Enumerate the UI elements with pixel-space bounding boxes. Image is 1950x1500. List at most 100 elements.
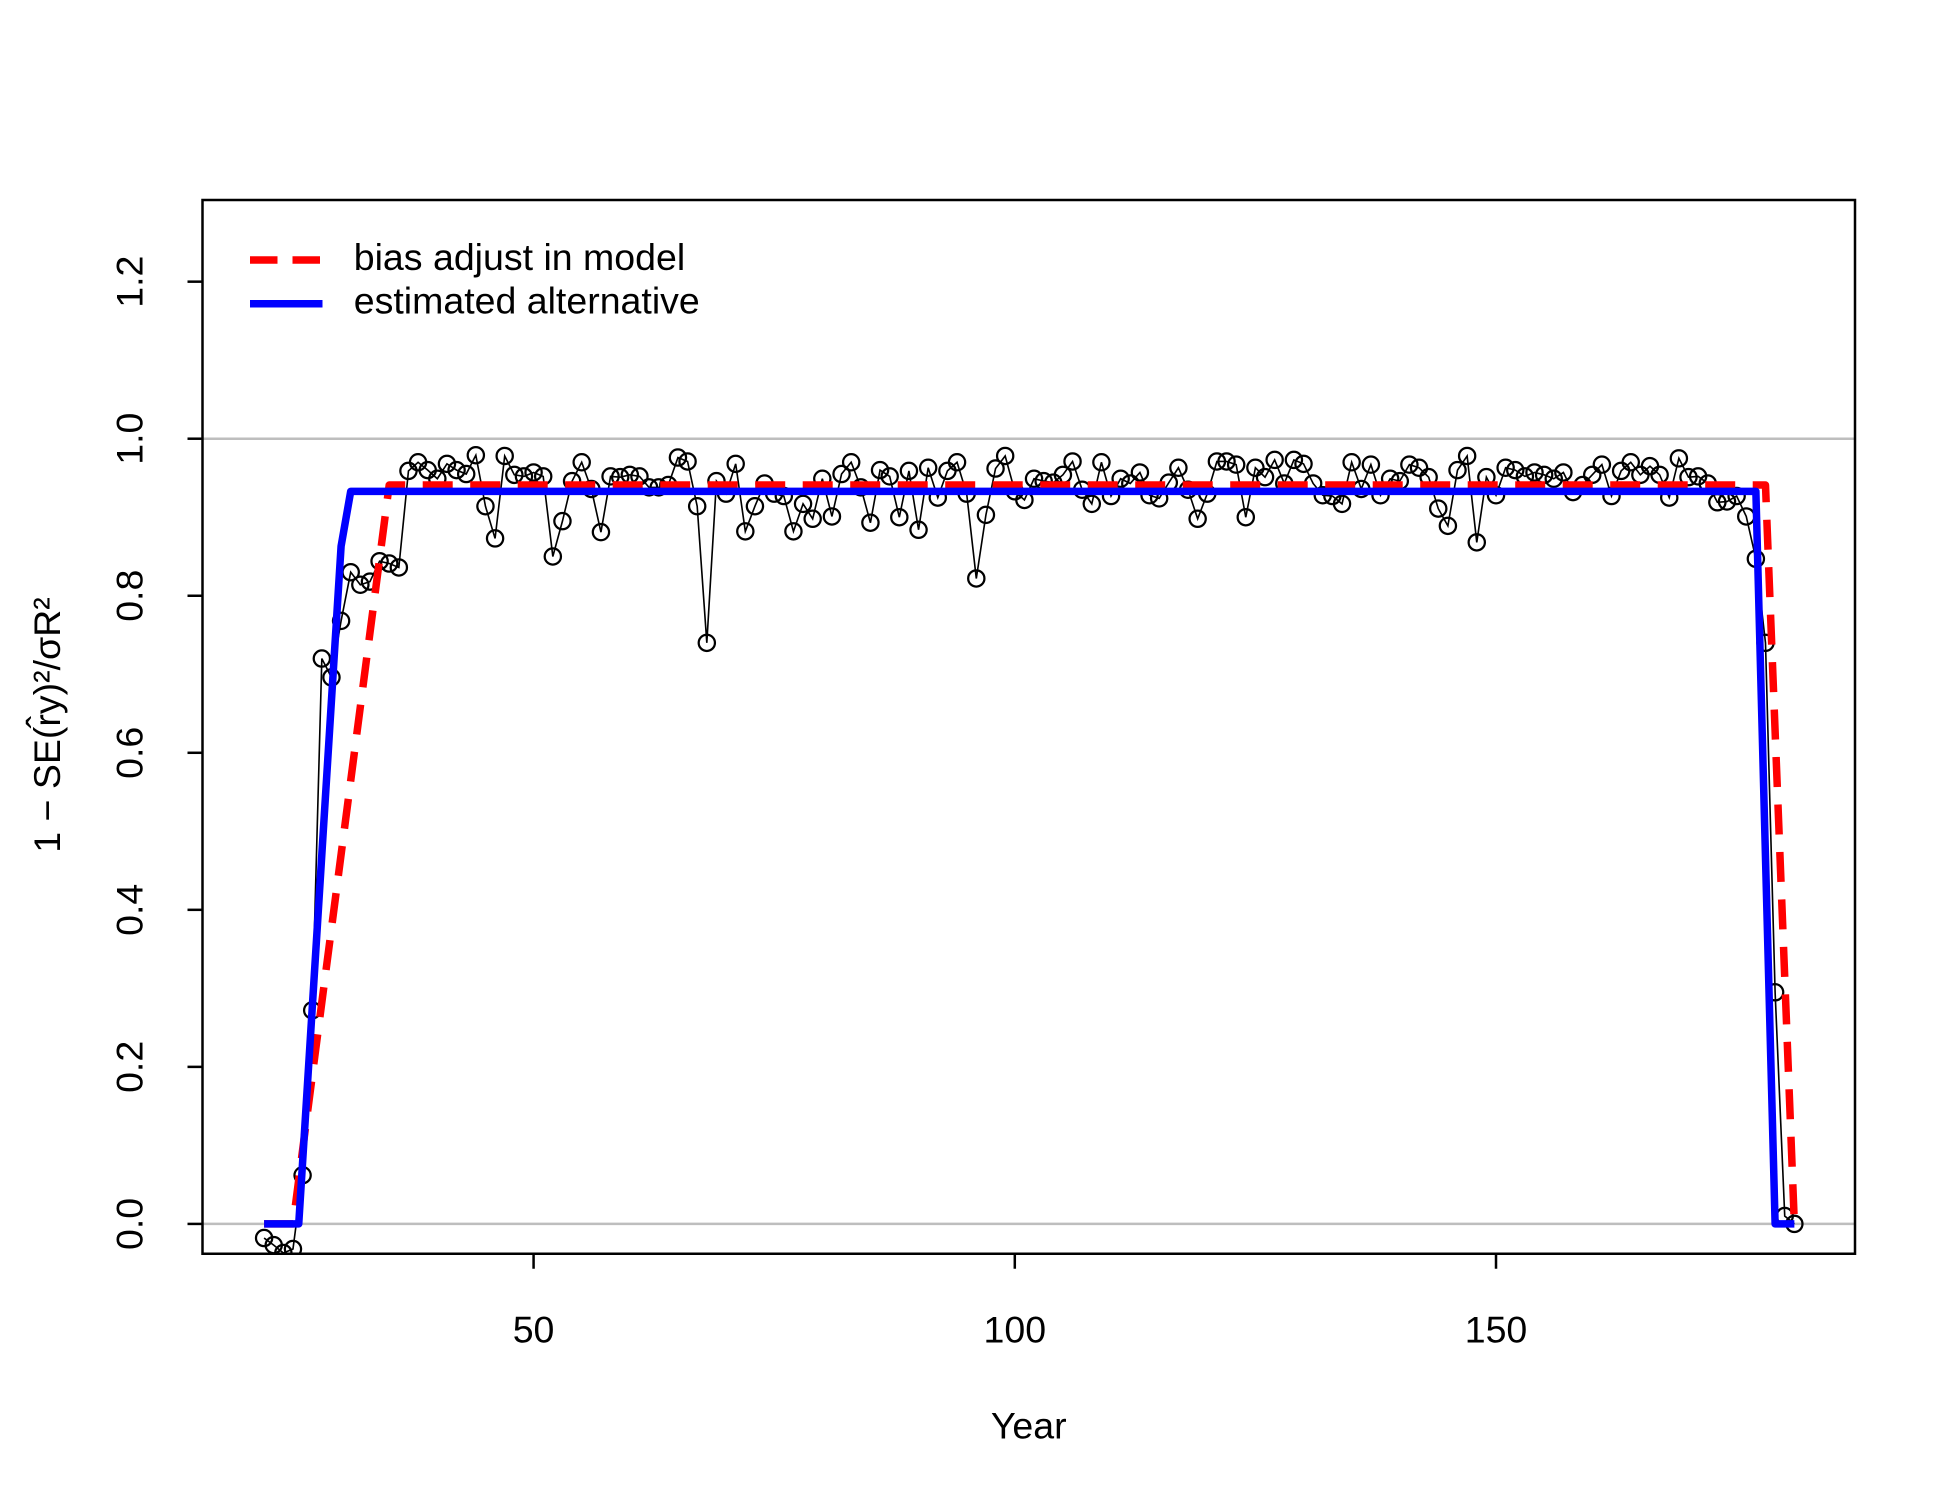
x-tick-label: 100 xyxy=(984,1308,1047,1350)
point xyxy=(918,458,938,478)
x-axis-label: Year xyxy=(991,1405,1067,1447)
point xyxy=(1082,494,1102,514)
point xyxy=(687,496,707,516)
point xyxy=(995,446,1015,466)
point xyxy=(1226,455,1246,474)
point xyxy=(1496,458,1515,478)
y-tick-label: 0.0 xyxy=(108,1198,150,1250)
point xyxy=(678,452,697,471)
point xyxy=(899,461,919,481)
point xyxy=(543,547,563,566)
point xyxy=(1169,458,1188,478)
point xyxy=(1255,467,1275,487)
point xyxy=(986,459,1005,478)
legend-label: estimated alternative xyxy=(354,280,700,322)
point xyxy=(803,509,822,529)
point xyxy=(745,496,765,516)
point xyxy=(1544,469,1564,488)
point xyxy=(447,460,466,480)
point xyxy=(861,513,880,532)
x-tick-label: 150 xyxy=(1465,1308,1528,1350)
point xyxy=(1246,458,1265,478)
point xyxy=(524,463,543,482)
point xyxy=(726,454,745,474)
y-tick-label: 0.8 xyxy=(108,570,150,622)
point xyxy=(456,464,476,484)
point xyxy=(1236,507,1256,527)
point xyxy=(505,465,524,485)
y-tick-label: 0.4 xyxy=(108,884,150,936)
point xyxy=(1024,469,1044,488)
point xyxy=(784,522,803,541)
point xyxy=(495,446,514,466)
point xyxy=(1313,485,1333,505)
point xyxy=(1361,455,1381,474)
y-tick-label: 1.2 xyxy=(108,256,150,308)
point xyxy=(976,505,996,525)
point xyxy=(1650,465,1669,485)
point xyxy=(591,522,611,542)
point xyxy=(822,507,842,526)
point xyxy=(841,453,861,472)
point xyxy=(1621,453,1641,472)
point xyxy=(437,454,457,474)
point xyxy=(1409,458,1429,478)
point xyxy=(1506,460,1525,480)
point xyxy=(389,558,409,577)
point xyxy=(1265,450,1284,470)
point xyxy=(1188,509,1207,529)
point xyxy=(890,507,909,527)
plot-frame xyxy=(201,198,1857,1255)
point xyxy=(832,464,851,484)
series-line xyxy=(264,487,1795,1228)
point xyxy=(668,448,688,467)
point xyxy=(1111,469,1130,488)
point xyxy=(485,529,505,548)
point xyxy=(1063,452,1082,471)
point xyxy=(947,453,967,472)
point xyxy=(1332,494,1352,514)
point xyxy=(1342,453,1361,472)
point xyxy=(1525,463,1544,482)
point xyxy=(1207,452,1227,471)
y-tick-label: 0.6 xyxy=(108,727,150,779)
point xyxy=(736,522,755,541)
point xyxy=(601,467,620,486)
point xyxy=(870,460,890,480)
point xyxy=(1679,467,1698,487)
y-axis-label: 1 − SE(r̂y)²/σR² xyxy=(25,597,68,852)
point xyxy=(1092,453,1111,472)
x-tick-label: 50 xyxy=(513,1308,555,1350)
point xyxy=(1554,463,1573,482)
point xyxy=(909,520,928,540)
plot-area xyxy=(202,437,1855,1254)
point xyxy=(1294,454,1313,474)
point xyxy=(793,494,813,514)
point xyxy=(1438,516,1458,536)
point xyxy=(1217,452,1236,471)
point xyxy=(466,445,486,465)
point xyxy=(967,569,986,588)
y-tick-label: 0.2 xyxy=(108,1041,150,1093)
point xyxy=(1467,533,1487,552)
point xyxy=(283,1239,303,1254)
point xyxy=(1669,449,1689,468)
point xyxy=(1400,455,1419,474)
point xyxy=(880,467,899,486)
y-tick-label: 1.0 xyxy=(108,413,150,465)
legend-label: bias adjust in model xyxy=(354,236,685,278)
point xyxy=(1284,450,1304,470)
point xyxy=(379,554,399,573)
point xyxy=(312,649,332,668)
point xyxy=(1448,460,1467,480)
point xyxy=(1592,455,1612,474)
point xyxy=(553,511,572,531)
point xyxy=(351,575,370,595)
point xyxy=(1429,499,1448,518)
point xyxy=(476,496,495,516)
point xyxy=(1457,446,1477,466)
point xyxy=(572,453,591,472)
